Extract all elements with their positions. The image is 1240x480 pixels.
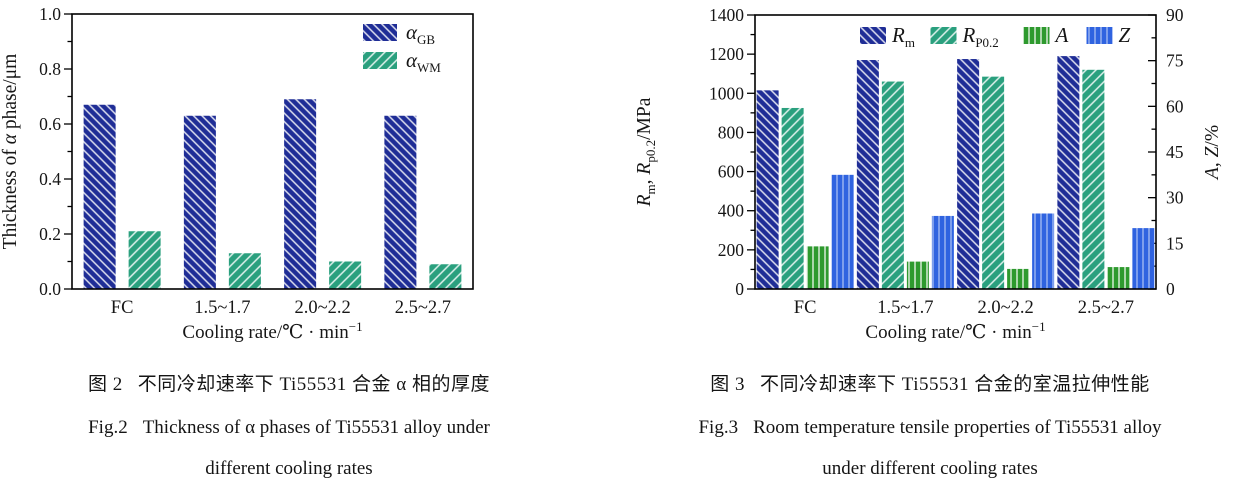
- bar-alpha-WM-1.5~1.7: [228, 253, 261, 289]
- y2-tick-label: 75: [1166, 51, 1184, 71]
- legend-swatch-Rm: [860, 27, 886, 44]
- plot-frame: [71, 13, 474, 290]
- figure-2-zh-text: 不同冷却速率下 Ti55531 合金 α 相的厚度: [137, 374, 490, 395]
- bar-alpha-GB-2.5~2.7: [384, 115, 417, 289]
- bar-Z-2.5~2.7: [1132, 228, 1155, 289]
- legend-label-alpha-WM: αWM: [406, 48, 441, 75]
- bar-A-2.0~2.2: [1007, 268, 1030, 289]
- legend-label-Z: Z: [1119, 23, 1131, 47]
- y-tick-label: 800: [718, 122, 745, 142]
- bar-alpha-GB-FC: [83, 104, 116, 289]
- figure-3-caption-en2: under different cooling rates: [822, 458, 1038, 479]
- legend-swatch-RP0.2: [930, 27, 957, 44]
- bar-Z-1.5~1.7: [931, 215, 954, 289]
- y2-tick-label: 90: [1166, 5, 1184, 25]
- legend-label-RP0.2: RP0.2: [962, 23, 999, 50]
- bar-alpha-WM-2.0~2.2: [329, 261, 362, 289]
- legend-label-Rm: Rm: [891, 23, 915, 50]
- figure-3-en-label: Fig.3: [698, 417, 739, 438]
- legend-swatch-alpha-WM: [363, 52, 397, 69]
- figure-3-caption: 图 3 不同冷却速率下 Ti55531 合金的室温拉伸性能 Fig.3 Room t…: [620, 369, 1240, 480]
- plot-frame: [754, 14, 1157, 290]
- figure-2: 0.0 0.2 0.4 0.6 0.8 1.0 FC 1.5~1.7 2.0~2.2 2.5~2.…: [0, 0, 578, 480]
- bar-A-FC: [806, 246, 829, 289]
- bar-Z-FC: [831, 174, 854, 289]
- bar-RP0.2-2.0~2.2: [982, 76, 1005, 290]
- x-axis-title: Cooling rate/℃ · min−1: [865, 319, 1045, 343]
- y2-tick-label: 0: [1166, 279, 1175, 299]
- y-tick-label: 600: [718, 162, 745, 182]
- x-tick-label: 2.0~2.2: [294, 298, 350, 318]
- figure-3-zh-label: 图 3: [710, 374, 746, 395]
- y-tick-label: 1400: [709, 5, 744, 25]
- x-tick-label: 2.0~2.2: [977, 298, 1033, 318]
- x-tick-label: FC: [794, 298, 817, 318]
- legend-label-alpha-GB: αGB: [406, 20, 435, 47]
- bar-RP0.2-FC: [781, 107, 804, 289]
- y-tick-label: 1000: [709, 83, 744, 103]
- figure-2-en-label: Fig.2: [88, 417, 128, 438]
- x-tick-label: FC: [111, 298, 134, 318]
- bar-Z-2.0~2.2: [1032, 213, 1055, 289]
- y2-axis-title: A, Z/%: [1202, 125, 1223, 181]
- y-tick-label: 0.6: [39, 114, 61, 134]
- y-tick-label: 0.0: [39, 279, 61, 299]
- y-tick-label: 0.4: [39, 169, 61, 189]
- bar-RP0.2-2.5~2.7: [1082, 69, 1105, 289]
- figure-2-caption-en2: different cooling rates: [205, 458, 373, 479]
- figure-2-caption-zh: 图 2 不同冷却速率下 Ti55531 合金 α 相的厚度: [0, 369, 578, 396]
- figure-3-en-text: Room temperature tensile properties of T…: [753, 417, 1162, 438]
- fig2-bar-chart: 0.0 0.2 0.4 0.6 0.8 1.0 FC 1.5~1.7 2.0~2.2 2.5~2.…: [0, 4, 474, 343]
- x-tick-label: 2.5~2.7: [1078, 298, 1134, 318]
- figure-2-caption: 图 2 不同冷却速率下 Ti55531 合金 α 相的厚度 Fig.2 Thickn…: [0, 369, 578, 480]
- x-tick-label: 1.5~1.7: [194, 298, 250, 318]
- bar-alpha-GB-2.0~2.2: [284, 99, 317, 289]
- bar-RP0.2-1.5~1.7: [881, 81, 904, 290]
- figure-3: 0 200 400 600 800 1000 1200 1400 0 15 30 45 60 75 90 FC…: [620, 0, 1240, 480]
- x-axis-title: Cooling rate/℃ · min−1: [182, 319, 362, 343]
- y2-tick-label: 15: [1166, 233, 1184, 253]
- y-tick-label: 200: [718, 240, 745, 260]
- bar-A-2.5~2.7: [1107, 267, 1130, 289]
- bar-A-1.5~1.7: [906, 261, 929, 289]
- bar-alpha-WM-2.5~2.7: [429, 264, 462, 289]
- figure-2-en-text: Thickness of α phases of Ti55531 alloy u…: [142, 417, 490, 438]
- x-tick-label: 1.5~1.7: [877, 298, 933, 318]
- bar-Rm-1.5~1.7: [856, 60, 879, 290]
- x-tick-label: 2.5~2.7: [395, 298, 451, 318]
- y2-tick-label: 60: [1166, 96, 1184, 116]
- legend-label-A: A: [1054, 23, 1069, 47]
- y-tick-label: 0.8: [39, 59, 61, 79]
- y2-tick-label: 45: [1166, 142, 1184, 162]
- y-tick-label: 1200: [709, 44, 744, 64]
- bar-Rm-2.5~2.7: [1057, 56, 1080, 289]
- legend-swatch-A: [1023, 27, 1050, 44]
- y-tick-label: 400: [718, 201, 745, 221]
- y2-tick-label: 30: [1166, 188, 1184, 208]
- figure-3-caption-zh: 图 3 不同冷却速率下 Ti55531 合金的室温拉伸性能: [620, 369, 1240, 396]
- bar-Rm-2.0~2.2: [957, 59, 980, 290]
- bar-Rm-FC: [756, 90, 779, 289]
- y-axis-title: Rm, Rp0.2/MPa: [634, 97, 658, 207]
- fig3-bar-chart: 0 200 400 600 800 1000 1200 1400 0 15 30 45 60 75 90 FC…: [634, 5, 1223, 343]
- figure-2-caption-en: Fig.2 Thickness of α phases of Ti55531 al…: [0, 417, 578, 439]
- y-axis-title: Thickness of α phase/μm: [0, 54, 21, 250]
- figure-3-zh-text: 不同冷却速率下 Ti55531 合金的室温拉伸性能: [760, 374, 1150, 395]
- bar-alpha-WM-FC: [128, 231, 161, 289]
- bar-alpha-GB-1.5~1.7: [183, 115, 216, 289]
- legend-swatch-Z: [1086, 27, 1113, 44]
- legend-swatch-alpha-GB: [363, 24, 397, 41]
- y-tick-label: 1.0: [39, 4, 61, 24]
- y-tick-label: 0: [735, 279, 744, 299]
- figure-3-caption-en: Fig.3 Room temperature tensile properties…: [620, 417, 1240, 439]
- y-tick-label: 0.2: [39, 224, 61, 244]
- figure-2-zh-label: 图 2: [88, 374, 123, 395]
